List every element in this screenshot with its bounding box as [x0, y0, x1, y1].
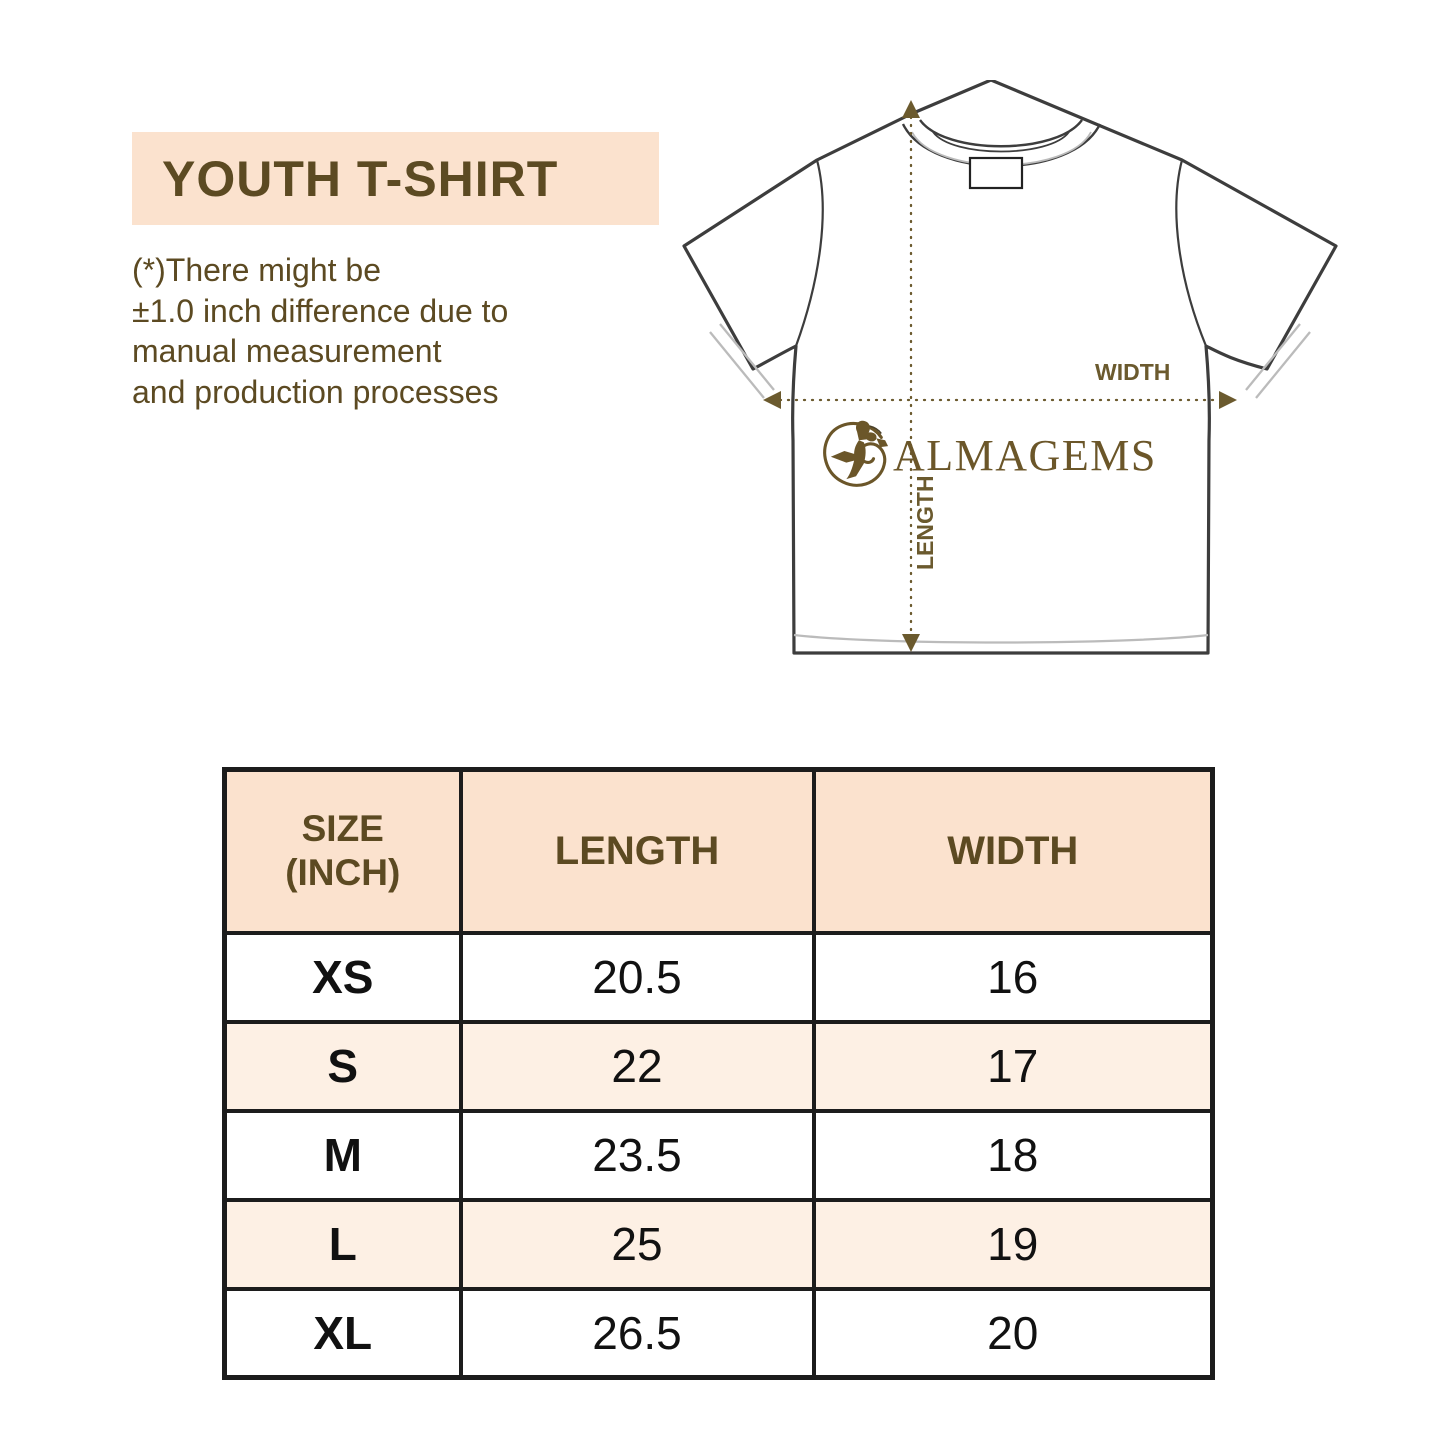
svg-text:ALMAGEMS: ALMAGEMS — [893, 431, 1157, 480]
svg-text:WIDTH: WIDTH — [1095, 359, 1170, 385]
svg-text:LENGTH: LENGTH — [912, 475, 938, 570]
